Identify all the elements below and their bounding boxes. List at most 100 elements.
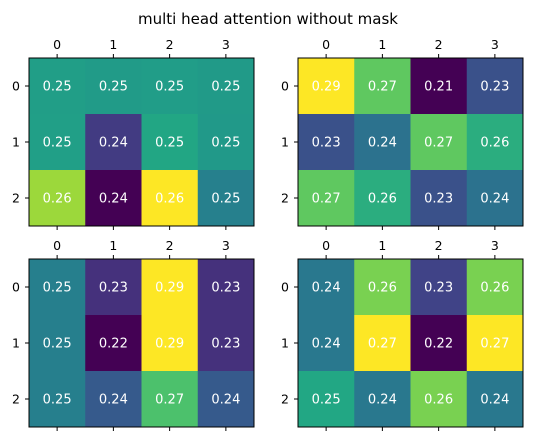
cell-value-label: 0.24 (368, 393, 397, 408)
y-tick-label: 0 (12, 79, 20, 94)
cell-value-label: 0.25 (43, 393, 72, 408)
heatmap-cell (197, 114, 255, 171)
x-tick-label: 0 (322, 37, 330, 52)
heatmap-cell (410, 371, 468, 428)
heatmap-cell (354, 58, 411, 115)
x-tick-label: 2 (435, 37, 443, 52)
cell-value-label: 0.26 (155, 192, 184, 207)
heatmap-head-4: 0.24 0.26 0.23 0.26 0.24 0.27 0.22 0.27 0.25 0.24… (281, 238, 524, 431)
heatmap-cell (197, 58, 255, 115)
cell-value-label: 0.25 (211, 136, 240, 151)
heatmap-cell (197, 371, 255, 428)
cell-value-label: 0.26 (368, 281, 397, 296)
cell-value-label: 0.26 (480, 136, 509, 151)
heatmap-cell (197, 170, 255, 227)
cell-value-label: 0.22 (99, 337, 128, 352)
heatmap-cell (141, 170, 199, 227)
heatmap-cell (85, 114, 142, 171)
cell-value-label: 0.27 (368, 337, 397, 352)
heatmap-cell (29, 170, 86, 227)
heatmap-cell (298, 58, 355, 115)
cell-value-label: 0.25 (99, 80, 128, 95)
heatmap-cell (85, 58, 142, 115)
cell-value-label: 0.29 (155, 337, 184, 352)
cell-value-label: 0.27 (155, 393, 184, 408)
heatmap-head-3: 0.25 0.23 0.29 0.23 0.25 0.22 0.29 0.23 0.25 0.24… (12, 238, 255, 431)
heatmap-cell (410, 170, 468, 227)
cell-value-label: 0.25 (155, 80, 184, 95)
cell-value-label: 0.24 (312, 281, 341, 296)
heatmap-cell (354, 371, 411, 428)
cell-value-label: 0.23 (211, 337, 240, 352)
y-tick-label: 2 (12, 191, 20, 206)
x-tick-label: 3 (491, 238, 499, 253)
x-tick-label: 2 (435, 238, 443, 253)
y-tick-label: 0 (281, 280, 289, 295)
cell-value-label: 0.23 (99, 281, 128, 296)
cell-value-label: 0.29 (155, 281, 184, 296)
heatmap-cell (466, 58, 524, 115)
heatmap-cell (466, 371, 524, 428)
cell-value-label: 0.24 (368, 136, 397, 151)
heatmap-cell (141, 114, 199, 171)
y-tick-label: 2 (281, 392, 289, 407)
heatmap-cell (354, 170, 411, 227)
heatmap-cell (410, 315, 468, 372)
heatmap-cell (466, 170, 524, 227)
cell-value-label: 0.26 (480, 281, 509, 296)
y-tick-label: 2 (281, 191, 289, 206)
heatmap-cell (298, 259, 355, 316)
x-tick-label: 0 (322, 238, 330, 253)
y-tick-label: 2 (12, 392, 20, 407)
y-tick-label: 1 (12, 135, 20, 150)
cell-value-label: 0.23 (424, 192, 453, 207)
heatmap-cell (354, 259, 411, 316)
cell-value-label: 0.27 (480, 337, 509, 352)
heatmap-cell (141, 315, 199, 372)
cell-value-label: 0.24 (312, 337, 341, 352)
cell-value-label: 0.26 (43, 192, 72, 207)
cell-value-label: 0.26 (368, 192, 397, 207)
x-tick-label: 0 (53, 37, 61, 52)
cell-value-label: 0.25 (43, 80, 72, 95)
cell-value-label: 0.24 (99, 136, 128, 151)
cell-value-label: 0.24 (99, 192, 128, 207)
heatmap-cell (85, 315, 142, 372)
x-tick-label: 1 (378, 37, 386, 52)
x-tick-label: 3 (491, 37, 499, 52)
heatmap-cell (410, 114, 468, 171)
cell-value-label: 0.23 (211, 281, 240, 296)
heatmap-cell (298, 371, 355, 428)
heatmap-cell (141, 259, 199, 316)
heatmap-cell (85, 371, 142, 428)
heatmap-head-2: 0.29 0.27 0.21 0.23 0.23 0.24 0.27 0.26 0.27 0.26… (281, 37, 524, 230)
cell-value-label: 0.24 (211, 393, 240, 408)
cell-value-label: 0.22 (424, 337, 453, 352)
heatmap-cell (29, 114, 86, 171)
heatmap-cell (85, 170, 142, 227)
cell-value-label: 0.25 (43, 281, 72, 296)
heatmap-cell (141, 58, 199, 115)
heatmap-cell (466, 315, 524, 372)
cell-value-label: 0.26 (424, 393, 453, 408)
cell-value-label: 0.24 (99, 393, 128, 408)
cell-value-label: 0.21 (424, 80, 453, 95)
cell-value-label: 0.27 (424, 136, 453, 151)
x-tick-label: 0 (53, 238, 61, 253)
cell-value-label: 0.25 (312, 393, 341, 408)
heatmap-cell (410, 58, 468, 115)
heatmap-cell (29, 315, 86, 372)
y-tick-label: 0 (12, 280, 20, 295)
y-tick-label: 1 (281, 336, 289, 351)
heatmap-panels: 0.25 0.25 0.25 0.250.25 0.24 0.25 0.250.26 0.24… (12, 37, 524, 431)
x-tick-label: 1 (109, 37, 117, 52)
heatmap-cell (85, 259, 142, 316)
heatmap-cell (141, 371, 199, 428)
heatmap-cell (298, 170, 355, 227)
cell-value-label: 0.23 (424, 281, 453, 296)
cell-value-label: 0.25 (43, 136, 72, 151)
heatmap-cell (466, 114, 524, 171)
cell-value-label: 0.29 (312, 80, 341, 95)
cell-value-label: 0.23 (312, 136, 341, 151)
